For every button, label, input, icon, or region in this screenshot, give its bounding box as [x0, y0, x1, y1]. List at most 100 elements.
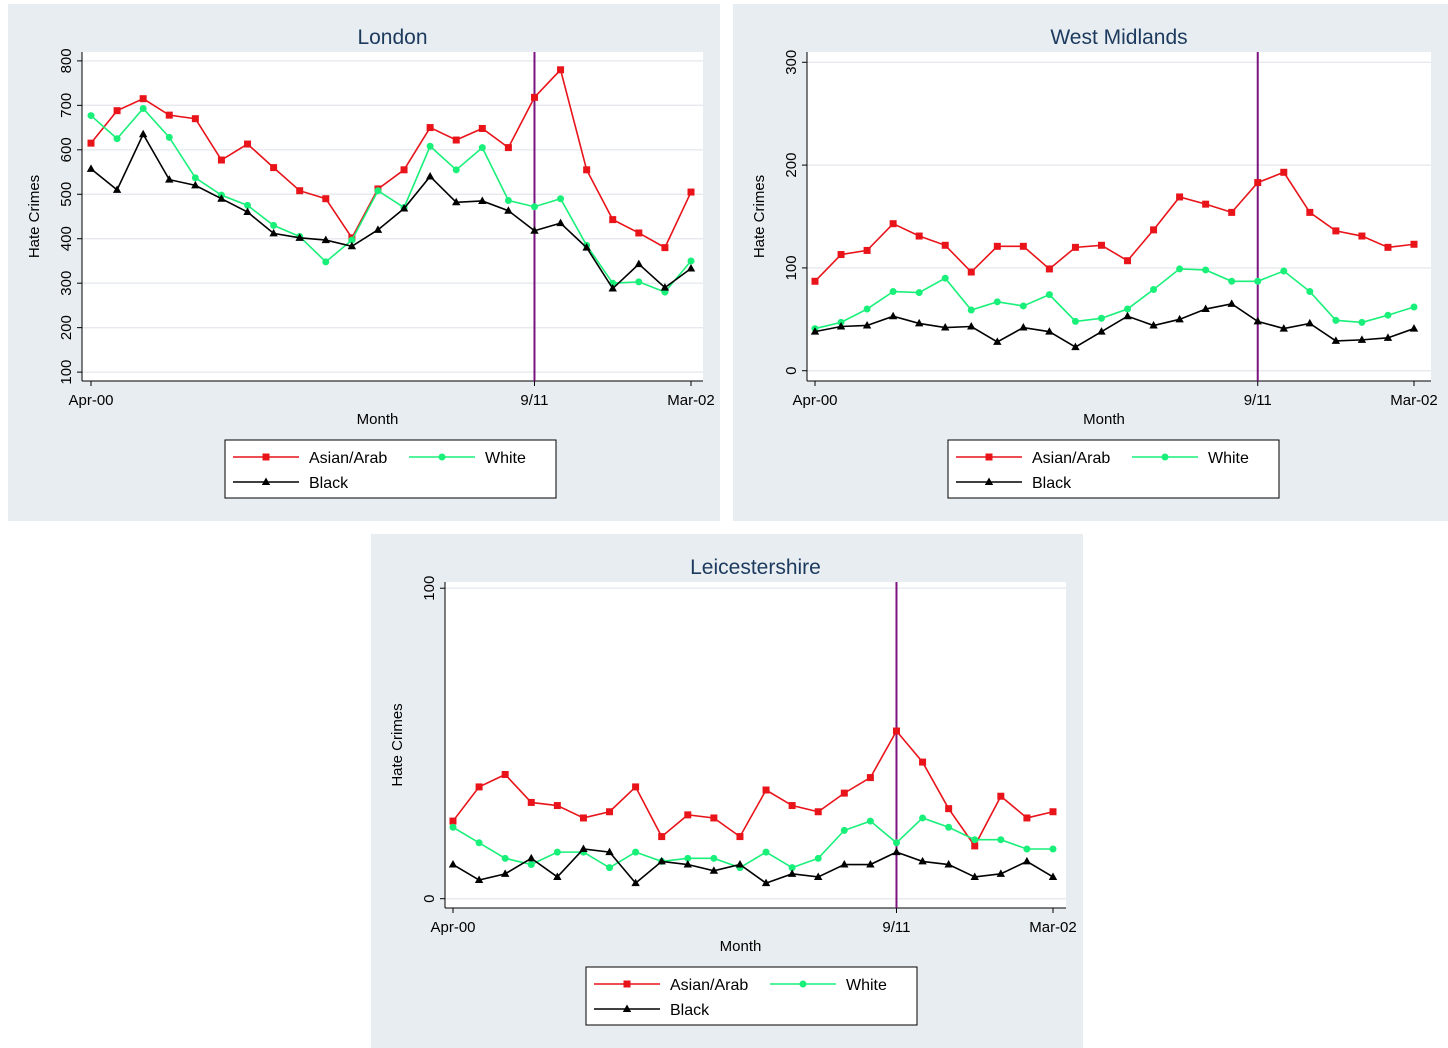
- data-point-asian-arab: [635, 229, 643, 237]
- legend-label: Black: [670, 1002, 710, 1019]
- data-point-white: [1019, 302, 1027, 310]
- data-point-black: [787, 869, 797, 877]
- data-point-white: [1410, 303, 1418, 311]
- series-asian-arab: [811, 168, 1418, 285]
- data-point-black: [1201, 304, 1210, 313]
- x-tick-label: Apr-00: [430, 919, 475, 936]
- data-point-asian-arab: [322, 195, 330, 203]
- data-point-black: [892, 847, 901, 856]
- data-point-white: [270, 221, 278, 229]
- y-tick-label: 0: [421, 895, 438, 903]
- data-point-black: [686, 264, 696, 272]
- data-point-white: [1023, 845, 1031, 853]
- data-point-asian-arab: [449, 817, 457, 825]
- legend-label: Black: [309, 475, 349, 492]
- data-point-black: [1253, 316, 1262, 325]
- legend-marker: [984, 477, 994, 485]
- data-point-black: [452, 197, 461, 206]
- data-point-black: [527, 853, 536, 862]
- x-axis-label: Month: [1083, 411, 1125, 428]
- data-point-asian-arab: [426, 124, 434, 132]
- legend-box: [224, 439, 557, 499]
- data-point-black: [448, 860, 458, 868]
- plot-area: [82, 52, 703, 381]
- y-tick-label: 100: [421, 576, 438, 601]
- data-point-white: [993, 298, 1001, 306]
- data-point-asian-arab: [270, 164, 278, 172]
- y-tick-label: 300: [783, 50, 800, 75]
- data-point-black: [814, 872, 823, 880]
- data-point-asian-arab: [1384, 243, 1392, 251]
- data-point-white: [915, 289, 923, 297]
- data-point-black: [888, 311, 898, 320]
- legend-item-black: Black: [594, 1002, 710, 1019]
- data-point-white: [945, 823, 953, 831]
- series-line-asian-arab: [90, 68, 692, 249]
- legend-item-black: Black: [956, 475, 1072, 492]
- data-point-black: [138, 129, 148, 138]
- data-point-black: [970, 872, 979, 880]
- data-point-black: [295, 233, 304, 241]
- series-line-white: [90, 107, 692, 294]
- data-point-asian-arab: [997, 792, 1005, 800]
- data-point-black: [1279, 324, 1288, 332]
- data-point-white: [710, 854, 718, 862]
- data-point-asian-arab: [687, 188, 695, 196]
- x-tick-label: Mar-02: [1390, 392, 1438, 409]
- data-point-white: [1124, 305, 1132, 313]
- y-tick-label: 0: [783, 367, 800, 375]
- data-point-asian-arab: [530, 93, 538, 101]
- data-point-white: [426, 142, 434, 150]
- y-tick-label: 500: [58, 182, 75, 207]
- series-black: [448, 844, 1058, 887]
- data-point-white: [1097, 314, 1105, 322]
- chart-title: Leicestershire: [690, 556, 821, 579]
- data-point-black: [993, 337, 1002, 345]
- legend-item-white: White: [409, 450, 526, 467]
- data-point-asian-arab: [504, 144, 512, 152]
- data-point-asian-arab: [1280, 168, 1288, 176]
- plot-area: [807, 52, 1431, 381]
- data-point-black: [866, 860, 875, 868]
- x-tick-label: Mar-02: [1029, 919, 1077, 936]
- data-point-asian-arab: [527, 798, 535, 806]
- data-point-asian-arab: [87, 139, 95, 147]
- legend-marker: [438, 453, 446, 461]
- x-tick-label: Apr-00: [792, 392, 837, 409]
- data-point-asian-arab: [1124, 257, 1132, 265]
- data-point-black: [530, 226, 539, 234]
- data-point-white: [527, 861, 535, 869]
- data-point-black: [1305, 318, 1315, 327]
- y-tick-label: 800: [58, 48, 75, 73]
- x-axis-label: Month: [357, 411, 399, 428]
- panel-leicestershire: Leicestershire 0 100 Hate Crimes Apr-00 9/11 M…: [371, 534, 1083, 1048]
- data-point-black: [1048, 872, 1058, 880]
- data-point-asian-arab: [710, 814, 718, 822]
- data-point-black: [1149, 320, 1158, 329]
- data-point-white: [1332, 316, 1340, 324]
- data-point-asian-arab: [1332, 227, 1340, 235]
- data-point-white: [530, 203, 538, 211]
- data-point-black: [553, 872, 562, 880]
- series-line-white: [452, 817, 1053, 869]
- legend-box: [585, 966, 918, 1026]
- series-line-asian-arab: [452, 729, 1054, 848]
- data-point-asian-arab: [762, 786, 770, 794]
- data-point-white: [139, 104, 147, 112]
- data-point-asian-arab: [609, 216, 617, 224]
- data-point-black: [862, 320, 872, 329]
- data-point-asian-arab: [1176, 193, 1184, 201]
- data-point-white: [1358, 318, 1366, 326]
- x-tick-label: Mar-02: [667, 392, 715, 409]
- series-white: [811, 265, 1418, 333]
- data-point-asian-arab: [1097, 241, 1105, 249]
- data-point-black: [605, 847, 614, 856]
- data-point-white: [1202, 266, 1210, 274]
- chart-west-midlands: West Midlands 0 100 200 300 Hate Crimes Apr-00…: [751, 26, 1438, 499]
- series-black: [86, 129, 696, 292]
- data-point-black: [474, 875, 484, 884]
- data-point-white: [997, 836, 1005, 844]
- data-point-black: [217, 194, 226, 202]
- data-point-asian-arab: [945, 805, 953, 813]
- data-point-white: [892, 839, 900, 847]
